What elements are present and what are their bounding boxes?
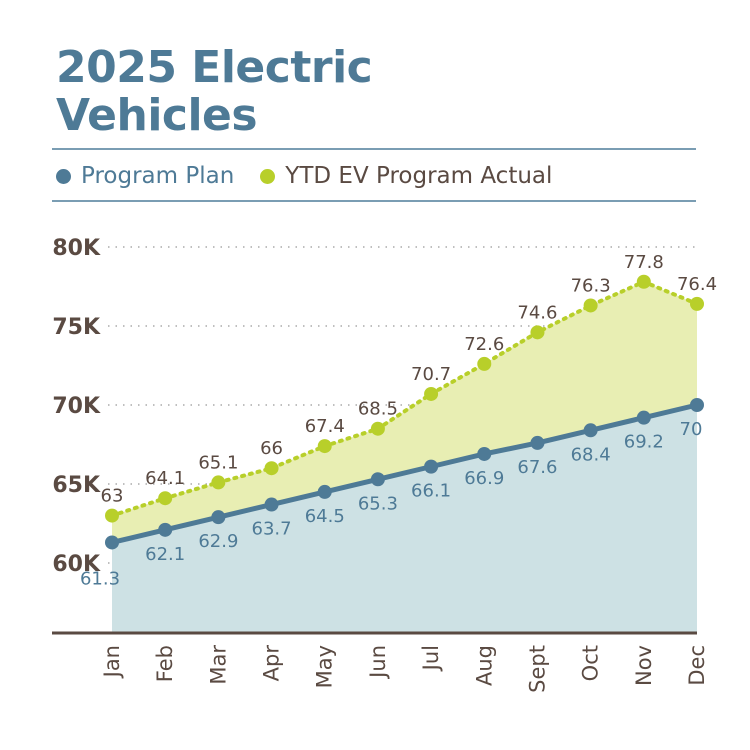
actual-point <box>636 274 651 289</box>
y-tick-label: 65K <box>52 473 101 498</box>
y-tick-label: 70K <box>52 394 101 419</box>
actual-point <box>530 325 545 340</box>
actual-data-label: 66 <box>260 438 283 459</box>
actual-point <box>264 461 279 476</box>
plan-data-label: 69.2 <box>624 432 664 453</box>
plan-data-label: 70 <box>680 419 703 440</box>
plan-point <box>317 484 332 499</box>
plan-data-label: 65.3 <box>358 493 398 514</box>
plan-point <box>530 435 545 450</box>
actual-data-label: 64.1 <box>145 468 185 489</box>
actual-line <box>110 279 699 518</box>
actual-data-label: 76.3 <box>571 275 611 296</box>
actual-data-label: 63 <box>101 486 124 507</box>
plan-point <box>636 410 651 425</box>
actual-point <box>477 356 492 371</box>
plan-point <box>211 510 226 525</box>
divider <box>52 200 696 202</box>
plan-point <box>477 446 492 461</box>
actual-data-label: 68.5 <box>358 399 398 420</box>
plan-area <box>112 405 697 633</box>
x-tick-label: May <box>313 645 337 688</box>
plan-line <box>111 402 698 545</box>
plan-data-label: 63.7 <box>252 519 292 540</box>
actual-point <box>424 386 439 401</box>
x-tick-label: Oct <box>579 645 603 681</box>
x-tick-label: Jul <box>419 645 443 672</box>
actual-data-label: 70.7 <box>411 364 451 385</box>
legend: Program Plan YTD EV Program Actual <box>56 163 578 189</box>
y-tick-label: 80K <box>52 236 101 261</box>
legend-label: Program Plan <box>81 163 235 189</box>
x-tick-label: Apr <box>260 645 284 682</box>
plan-data-label: 62.9 <box>198 531 238 552</box>
plan-data-label: 68.4 <box>571 444 611 465</box>
x-tick-label: Sept <box>525 645 549 693</box>
plan-point <box>424 459 439 474</box>
actual-point <box>370 421 385 436</box>
actual-data-label: 77.8 <box>624 252 664 273</box>
plan-data-label: 66.1 <box>411 481 451 502</box>
legend-marker-plan <box>56 168 71 184</box>
actual-data-label: 74.6 <box>517 302 557 323</box>
title-line-1: 2025 Electric <box>56 42 373 93</box>
legend-actual: YTD EV Program Actual <box>260 163 552 189</box>
plan-data-label: 62.1 <box>145 544 185 565</box>
actual-point <box>690 296 704 311</box>
actual-data-label: 65.1 <box>198 452 238 473</box>
legend-label: YTD EV Program Actual <box>285 163 553 189</box>
actual-data-label: 76.4 <box>677 274 717 295</box>
plan-point <box>583 423 598 438</box>
plan-point <box>690 398 704 412</box>
legend-marker-actual <box>260 168 276 184</box>
plan-data-label: 67.6 <box>517 457 557 478</box>
title-line-2: Vehicles <box>56 90 258 141</box>
x-tick-label: Mar <box>206 645 230 685</box>
legend-plan: Program Plan <box>56 163 234 189</box>
x-tick-label: Nov <box>632 645 656 686</box>
chart-title: 2025 Electric Vehicles <box>56 42 373 141</box>
plan-point <box>264 497 279 512</box>
plan-data-label: 61.3 <box>80 568 120 589</box>
actual-point <box>211 475 226 490</box>
y-tick-label: 60K <box>52 552 101 577</box>
x-tick-label: Dec <box>685 645 709 686</box>
plan-data-label: 64.5 <box>305 506 345 527</box>
x-tick-label: Jan <box>100 645 124 679</box>
x-tick-label: Feb <box>153 645 177 682</box>
plan-point <box>105 535 119 550</box>
plan-data-label: 66.9 <box>464 468 504 489</box>
y-tick-label: 75K <box>52 315 101 340</box>
actual-data-label: 67.4 <box>305 416 345 437</box>
actual-point <box>583 298 598 313</box>
actual-point <box>105 508 119 523</box>
actual-point <box>317 439 332 454</box>
actual-data-label: 72.6 <box>464 334 504 355</box>
divider <box>52 148 696 150</box>
x-tick-label: Jun <box>366 645 390 680</box>
plan-point <box>158 522 173 537</box>
x-tick-label: Aug <box>472 645 496 686</box>
actual-point <box>158 491 173 506</box>
plan-point <box>370 472 385 487</box>
